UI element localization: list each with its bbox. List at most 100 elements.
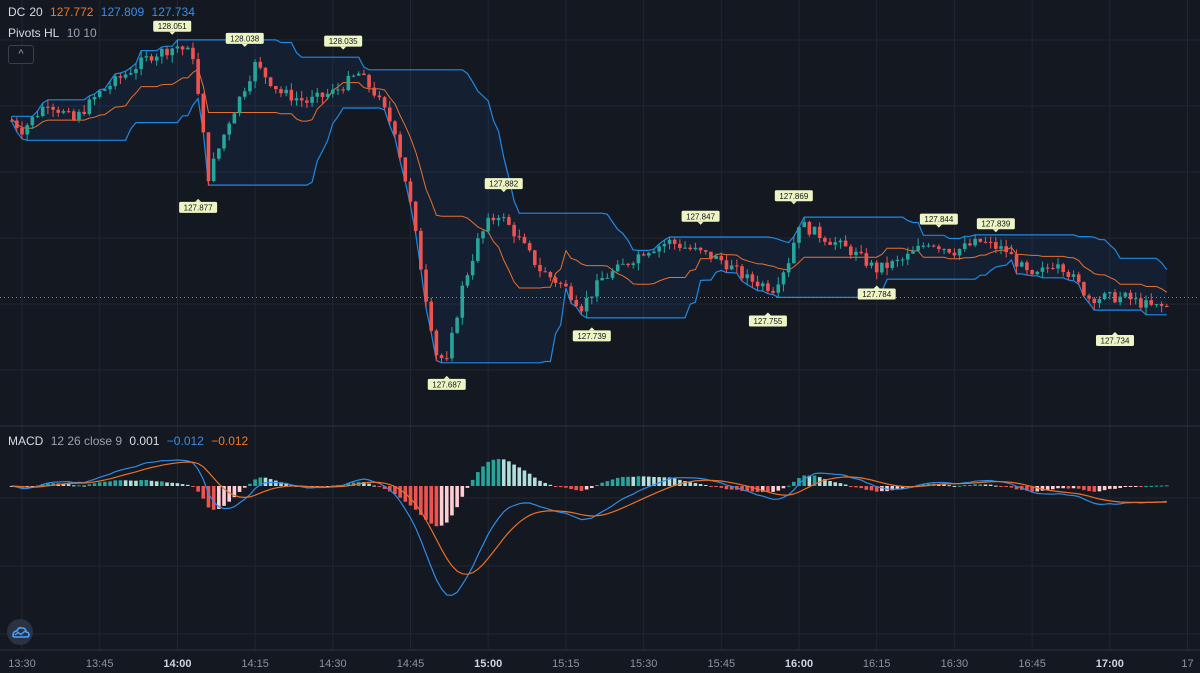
candle-body[interactable] [527, 243, 532, 251]
candle-body[interactable] [1082, 282, 1086, 296]
candle-body[interactable] [56, 109, 61, 113]
candle-body[interactable] [885, 262, 889, 268]
candle-body[interactable] [543, 271, 547, 273]
candle-body[interactable] [1133, 298, 1138, 300]
candle-body[interactable] [175, 46, 180, 49]
candle-body[interactable] [408, 181, 413, 202]
candle-body[interactable] [693, 247, 698, 250]
candle-body[interactable] [792, 242, 796, 264]
candle-body[interactable] [470, 260, 475, 276]
candle-body[interactable] [962, 243, 967, 249]
candle-body[interactable] [719, 255, 724, 261]
candle-body[interactable] [97, 90, 102, 97]
candle-body[interactable] [833, 242, 838, 245]
candle-body[interactable] [439, 355, 444, 359]
candle-body[interactable] [434, 330, 439, 356]
candle-body[interactable] [595, 280, 599, 297]
candle-body[interactable] [999, 246, 1003, 249]
candle-body[interactable] [1014, 254, 1019, 267]
candle-body[interactable] [211, 158, 216, 182]
candle-body[interactable] [382, 97, 387, 108]
candle-body[interactable] [103, 89, 107, 91]
candle-body[interactable] [926, 245, 931, 247]
candle-body[interactable] [558, 282, 563, 284]
donchian-basis-line[interactable] [11, 68, 1168, 293]
candle-body[interactable] [1051, 268, 1055, 270]
candle-body[interactable] [1061, 264, 1065, 273]
candle-body[interactable] [128, 73, 133, 75]
candle-body[interactable] [988, 241, 993, 243]
candle-body[interactable] [196, 59, 200, 94]
candle-body[interactable] [72, 111, 76, 120]
candle-body[interactable] [1019, 262, 1024, 267]
candle-body[interactable] [341, 89, 345, 91]
candle-body[interactable] [372, 87, 377, 96]
candle-body[interactable] [652, 251, 656, 254]
candle-body[interactable] [849, 246, 853, 256]
donchian-upper-line[interactable] [11, 39, 1168, 271]
candles[interactable] [9, 39, 1169, 363]
candle-body[interactable] [771, 290, 775, 293]
candle-body[interactable] [657, 246, 661, 252]
candle-body[interactable] [40, 106, 45, 116]
candle-body[interactable] [154, 56, 159, 61]
candle-body[interactable] [1154, 303, 1159, 305]
candle-body[interactable] [424, 269, 428, 302]
candle-body[interactable] [600, 278, 604, 281]
candle-body[interactable] [823, 238, 827, 242]
candle-body[interactable] [812, 226, 817, 235]
candle-body[interactable] [621, 263, 625, 265]
candle-body[interactable] [590, 296, 594, 298]
candle-body[interactable] [533, 250, 537, 265]
candle-body[interactable] [165, 48, 169, 56]
candle-body[interactable] [232, 113, 237, 124]
macd-histogram[interactable] [9, 459, 1169, 527]
candle-body[interactable] [1004, 246, 1008, 253]
candle-body[interactable] [362, 73, 366, 75]
candle-body[interactable] [776, 284, 781, 293]
candle-body[interactable] [20, 128, 24, 135]
candle-body[interactable] [217, 148, 221, 159]
candle-body[interactable] [569, 286, 573, 300]
candle-body[interactable] [144, 56, 149, 58]
macd-legend[interactable]: MACD 12 26 close 9 0.001 −0.012 −0.012 [8, 434, 252, 448]
candle-body[interactable] [636, 254, 641, 264]
candle-body[interactable] [377, 95, 382, 98]
donchian-lower-line[interactable] [11, 97, 1167, 364]
candle-body[interactable] [1113, 292, 1117, 303]
candle-body[interactable] [15, 120, 19, 129]
candle-body[interactable] [201, 93, 206, 133]
candle-body[interactable] [87, 99, 92, 115]
candle-body[interactable] [957, 248, 962, 256]
candle-body[interactable] [51, 106, 55, 110]
candle-body[interactable] [268, 77, 273, 87]
candle-body[interactable] [579, 306, 584, 312]
candle-body[interactable] [46, 106, 50, 108]
candle-body[interactable] [662, 243, 667, 247]
candle-body[interactable] [460, 285, 465, 318]
candle-body[interactable] [952, 252, 957, 256]
candle-body[interactable] [916, 245, 920, 251]
candle-body[interactable] [253, 61, 257, 82]
candle-body[interactable] [331, 89, 335, 94]
candle-body[interactable] [25, 125, 29, 135]
candle-body[interactable] [994, 242, 998, 249]
candle-body[interactable] [729, 265, 734, 270]
candle-body[interactable] [258, 61, 263, 68]
collapse-legend-button[interactable]: ^ [8, 45, 34, 64]
candle-body[interactable] [641, 254, 646, 256]
candle-body[interactable] [465, 275, 470, 286]
candle-body[interactable] [1092, 298, 1097, 304]
candle-body[interactable] [564, 283, 568, 287]
candle-body[interactable] [750, 274, 755, 282]
candle-body[interactable] [766, 283, 770, 291]
candle-body[interactable] [481, 231, 485, 239]
candle-body[interactable] [1164, 305, 1169, 307]
candle-body[interactable] [942, 248, 946, 250]
candle-body[interactable] [191, 47, 195, 60]
candle-body[interactable] [66, 111, 71, 113]
candle-body[interactable] [491, 217, 496, 221]
candle-body[interactable] [1102, 293, 1107, 300]
candle-body[interactable] [678, 243, 682, 249]
